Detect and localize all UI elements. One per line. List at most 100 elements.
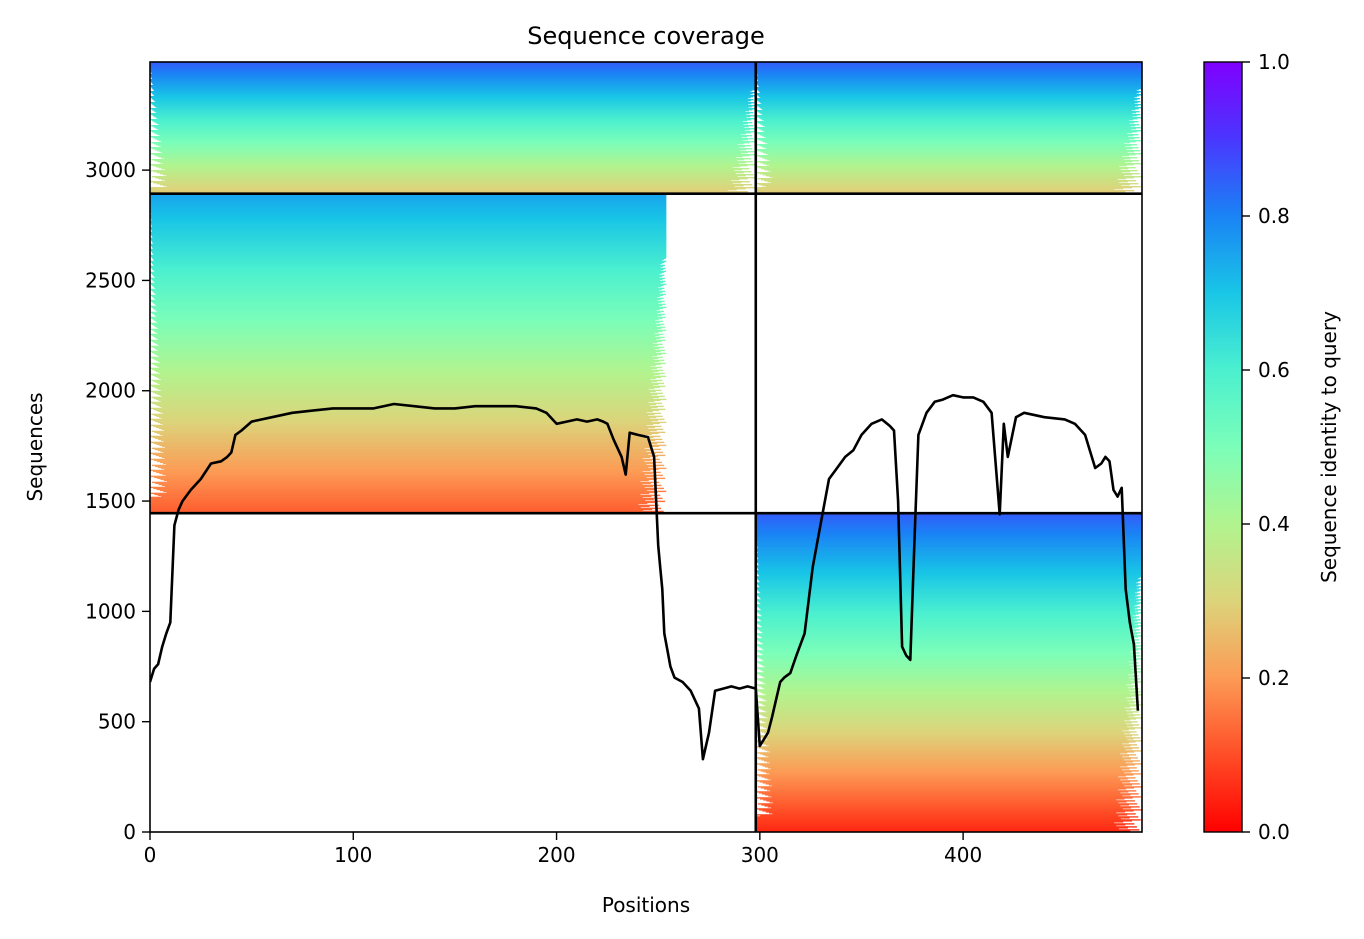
sequence-band: [151, 240, 667, 243]
sequence-band: [763, 152, 1128, 154]
sequence-band: [150, 206, 667, 209]
sequence-band: [150, 401, 649, 404]
sequence-band: [756, 127, 1141, 129]
sequence-band: [756, 729, 1129, 731]
sequence-band: [154, 347, 660, 350]
sequence-band: [756, 599, 1142, 601]
sequence-band: [153, 264, 665, 267]
sequence-band: [154, 319, 655, 322]
y-tick-label: 1500: [85, 489, 136, 513]
sequence-band: [759, 173, 1140, 175]
sequence-band: [163, 412, 661, 415]
sequence-band: [757, 684, 1127, 686]
y-tick-label: 2500: [85, 268, 136, 292]
sequence-band: [764, 666, 1136, 668]
sequence-band: [150, 505, 650, 508]
sequence-band: [150, 136, 747, 138]
sequence-band: [159, 394, 652, 397]
sequence-band: [756, 566, 1142, 568]
sequence-band: [150, 216, 667, 219]
sequence-band: [152, 104, 749, 106]
sequence-band: [150, 130, 745, 132]
sequence-band: [151, 306, 667, 309]
sequence-band: [757, 690, 1129, 692]
sequence-band: [153, 275, 662, 278]
sequence-band: [762, 726, 1128, 728]
sequence-band: [161, 428, 664, 431]
sequence-band: [156, 183, 733, 185]
sequence-band: [770, 768, 1130, 770]
sequence-band: [759, 702, 1135, 704]
sequence-band: [157, 327, 662, 330]
sequence-band: [769, 762, 1126, 764]
sequence-band: [755, 638, 1131, 640]
sequence-band: [159, 383, 659, 386]
sequence-band: [763, 643, 1137, 645]
sequence-band: [756, 532, 1142, 534]
sequence-band: [154, 358, 654, 361]
sequence-band: [755, 723, 1126, 725]
sequence-band: [758, 634, 1134, 636]
sequence-band: [157, 118, 756, 120]
sequence-band: [755, 514, 1142, 516]
sequence-band: [150, 305, 659, 308]
sequence-band: [154, 100, 751, 102]
sequence-band: [765, 137, 1140, 139]
sequence-band: [152, 126, 749, 128]
sequence-band: [762, 765, 1128, 767]
sequence-band: [760, 151, 1135, 153]
sequence-band: [756, 543, 1142, 545]
sequence-band: [757, 639, 1139, 641]
sequence-band: [762, 681, 1142, 683]
sequence-band: [755, 520, 1142, 522]
sequence-band: [757, 622, 1142, 624]
sequence-band: [767, 728, 1135, 730]
sequence-band: [157, 134, 741, 136]
sequence-band: [758, 85, 1142, 87]
sequence-band: [768, 745, 1131, 747]
sequence-band: [764, 147, 1139, 149]
sequence-band: [150, 244, 667, 247]
sequence-band: [153, 296, 657, 299]
sequence-band: [150, 226, 667, 229]
sequence-band: [162, 152, 748, 154]
sequence-band: [765, 727, 1142, 729]
sequence-band: [166, 491, 658, 494]
sequence-band: [756, 565, 1142, 567]
sequence-band: [759, 719, 1131, 721]
coverage-blocks: [150, 62, 1142, 832]
sequence-band: [757, 589, 1142, 591]
sequence-band: [755, 528, 1142, 530]
sequence-band: [150, 508, 653, 511]
sequence-band: [757, 562, 1142, 564]
sequence-band: [757, 803, 1138, 805]
sequence-band: [758, 741, 1136, 743]
sequence-band: [151, 87, 756, 89]
sequence-band: [150, 208, 667, 211]
sequence-band: [161, 378, 651, 381]
sequence-band: [764, 671, 1142, 673]
sequence-band: [152, 165, 748, 167]
sequence-band: [765, 186, 1141, 188]
plot-frame: [149, 61, 1143, 833]
sequence-band: [759, 575, 1142, 577]
y-tick-label: 500: [98, 710, 136, 734]
sequence-band: [150, 237, 667, 240]
sequence-band: [763, 676, 1134, 678]
sequence-band: [762, 709, 1132, 711]
sequence-band: [151, 492, 650, 495]
sequence-band: [150, 85, 756, 87]
sequence-band: [152, 284, 664, 287]
sequence-band: [756, 582, 1137, 584]
sequence-band: [761, 720, 1125, 722]
sequence-band: [769, 773, 1141, 775]
sequence-band: [768, 795, 1123, 797]
sequence-band: [761, 675, 1139, 677]
sequence-band: [153, 99, 754, 101]
sequence-band: [760, 598, 1136, 600]
sequence-band: [150, 211, 667, 214]
sequence-band: [757, 540, 1142, 542]
sequence-band: [755, 190, 1135, 192]
sequence-band: [761, 620, 1138, 622]
sequence-band: [153, 341, 658, 344]
